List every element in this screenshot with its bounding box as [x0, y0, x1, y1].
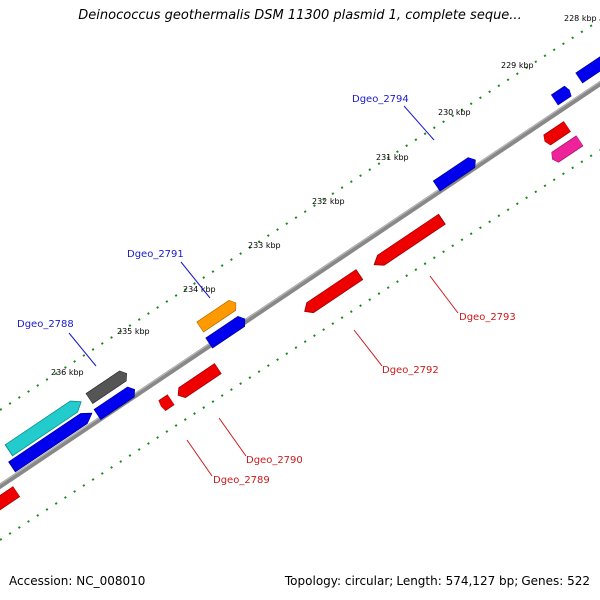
tick-label-231: 231 kbp — [376, 153, 409, 162]
label-dgeo-2789[interactable]: Dgeo_2789 — [213, 475, 270, 486]
label-dgeo-2794[interactable]: Dgeo_2794 — [352, 94, 409, 105]
genome-summary: Topology: circular; Length: 574,127 bp; Ge… — [285, 574, 590, 588]
gene-dgeo-2790[interactable] — [174, 363, 222, 401]
genes-label: Genes: 522 — [521, 574, 590, 588]
tick-label-228: 228 kbp — [564, 14, 597, 23]
leader-dgeo-2793 — [429, 275, 459, 314]
tick-label-235: 235 kbp — [117, 327, 150, 336]
leader-dgeo-2792 — [353, 329, 383, 367]
topology-label: Topology: circular; — [284, 574, 394, 588]
gene-dgeo-2793[interactable] — [370, 213, 446, 271]
tick-label-232: 232 kbp — [312, 197, 345, 206]
tick-label-236: 236 kbp — [51, 368, 84, 377]
label-dgeo-2788[interactable]: Dgeo_2788 — [17, 319, 74, 330]
leader-dgeo-2789 — [186, 439, 213, 477]
label-dgeo-2791[interactable]: Dgeo_2791 — [127, 249, 184, 260]
leader-dgeo-2790 — [218, 417, 247, 457]
gene-red-edge[interactable] — [0, 486, 21, 514]
map-title: Deinococcus geothermalis DSM 11300 plasm… — [78, 8, 522, 23]
leader-dgeo-2794 — [403, 105, 435, 141]
label-dgeo-2793[interactable]: Dgeo_2793 — [459, 312, 516, 323]
gene-blue-edge[interactable] — [575, 52, 600, 84]
leader-dgeo-2791 — [180, 261, 211, 299]
accession-label: Accession: NC_008010 — [9, 574, 146, 588]
upper-tick-row — [0, 19, 600, 411]
label-dgeo-2792[interactable]: Dgeo_2792 — [382, 365, 439, 376]
tick-label-230: 230 kbp — [438, 108, 471, 117]
tick-label-229: 229 kbp — [501, 61, 534, 70]
length-label: Length: 574,127 bp; — [396, 574, 519, 588]
leader-dgeo-2788 — [68, 332, 97, 367]
gene-dgeo-2794[interactable] — [432, 154, 480, 192]
gene-dgeo-2789[interactable] — [157, 394, 175, 412]
tick-label-233: 233 kbp — [248, 241, 281, 250]
label-dgeo-2790[interactable]: Dgeo_2790 — [246, 455, 303, 466]
tick-label-234: 234 kbp — [183, 285, 216, 294]
lower-tick-row — [0, 149, 600, 541]
backbone — [0, 80, 600, 490]
